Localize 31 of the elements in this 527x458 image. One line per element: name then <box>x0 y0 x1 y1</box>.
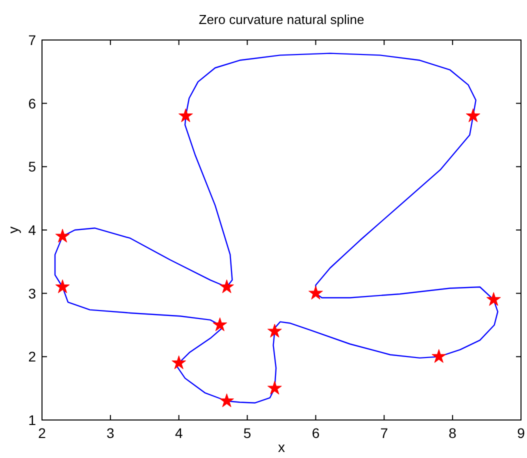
point <box>178 108 193 122</box>
y-tick-label: 2 <box>28 348 36 365</box>
point <box>172 355 186 370</box>
y-tick-label: 3 <box>28 285 36 302</box>
point <box>212 317 228 332</box>
y-tick-label: 4 <box>28 222 36 238</box>
point <box>466 108 480 122</box>
y-tick-label: 5 <box>28 158 36 175</box>
x-tick-label: 7 <box>380 425 388 441</box>
x-tick-label: 3 <box>106 425 115 441</box>
point <box>55 228 70 242</box>
y-tick-label: 6 <box>28 95 36 112</box>
x-tick-label: 6 <box>312 425 320 441</box>
x-tick-label: 5 <box>243 425 252 441</box>
y-tick-label: 1 <box>28 412 36 428</box>
x-axis-title: x <box>278 439 285 455</box>
point <box>486 292 501 306</box>
point <box>55 279 70 294</box>
y-tick-label: 7 <box>28 32 36 48</box>
x-tick-label: 9 <box>517 425 526 441</box>
x-tick-label: 8 <box>448 425 457 441</box>
point <box>267 324 282 338</box>
x-tick-label: 2 <box>38 425 46 441</box>
point <box>220 279 234 294</box>
point <box>432 349 446 363</box>
point <box>267 380 282 394</box>
chart-title: Zero curvature natural spline <box>198 12 364 27</box>
point <box>308 286 323 300</box>
x-tick-label: 4 <box>174 425 183 441</box>
point <box>220 393 234 408</box>
y-axis-title: y <box>5 226 21 234</box>
